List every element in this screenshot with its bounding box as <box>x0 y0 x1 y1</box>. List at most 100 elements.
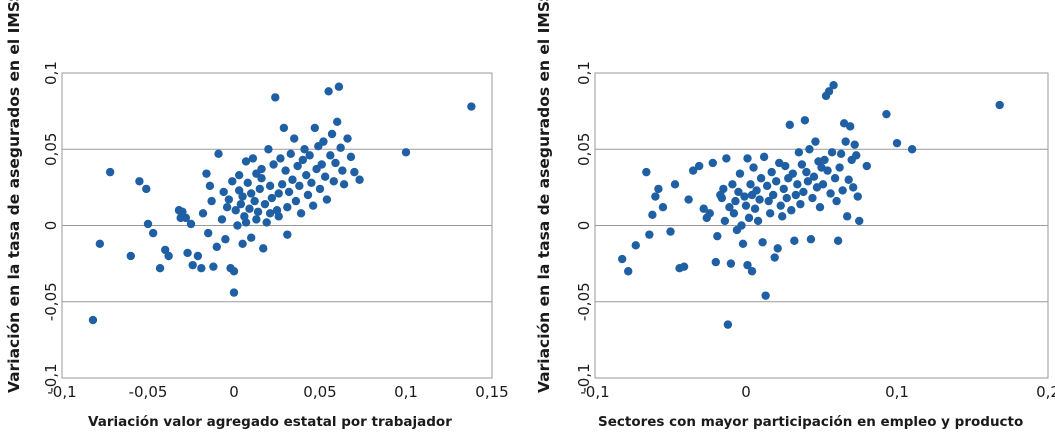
data-point-left <box>204 228 213 238</box>
data-point-right <box>835 163 844 172</box>
data-point-left <box>324 87 333 96</box>
data-point-left <box>238 192 247 201</box>
data-point-left <box>234 186 244 195</box>
data-point-right <box>791 190 801 200</box>
data-point-right <box>762 181 772 191</box>
data-point-right <box>679 262 689 271</box>
data-point-right <box>654 184 663 194</box>
data-point-left <box>164 251 173 261</box>
data-point-right <box>708 158 717 168</box>
scatter-plot-right: -0,1 -0,05 0 0,05 0,1 -0,1 0 0,1 0,2 <box>575 61 1055 401</box>
data-point-right <box>725 203 734 212</box>
data-point-left <box>205 181 215 191</box>
data-point-left <box>290 134 299 143</box>
data-point-left <box>326 151 335 160</box>
x-tick-label-left: -0,1 <box>47 383 76 401</box>
data-point-left <box>148 228 158 238</box>
data-point-right <box>785 120 794 130</box>
data-point-right <box>720 216 730 226</box>
data-point-left <box>322 195 332 204</box>
data-point-right <box>617 254 627 264</box>
x-tick-label-left: -0,05 <box>129 383 168 401</box>
data-point-left <box>283 203 292 212</box>
data-point-left <box>319 137 328 146</box>
data-point-left <box>339 180 349 189</box>
data-point-right <box>631 241 640 250</box>
data-point-right <box>805 145 814 154</box>
data-point-right <box>746 180 755 189</box>
y-axis-label-left: Variación en la tasa de asegurados en el… <box>5 0 23 393</box>
data-point-right <box>737 221 746 230</box>
x-tick-label-right: -0,1 <box>580 383 609 401</box>
data-point-right <box>624 267 633 276</box>
data-point-right <box>651 192 660 201</box>
data-point-left <box>334 82 344 91</box>
data-point-left <box>305 151 314 160</box>
x-tick-label-right: 0,1 <box>885 383 909 401</box>
data-point-left <box>161 245 170 255</box>
data-point-left <box>274 189 283 198</box>
data-point-left <box>247 233 256 242</box>
data-point-left <box>267 193 277 203</box>
data-point-left <box>329 177 338 186</box>
data-point-right <box>820 155 829 165</box>
data-point-right <box>758 238 767 247</box>
data-point-left <box>295 181 304 191</box>
data-point-left <box>291 196 301 206</box>
data-point-right <box>844 175 853 184</box>
data-point-right <box>666 227 675 236</box>
data-point-left <box>236 199 246 209</box>
data-point-right <box>862 161 871 171</box>
data-point-right <box>995 100 1004 110</box>
data-point-right <box>815 203 825 212</box>
data-point-left <box>221 235 230 244</box>
data-point-right <box>829 81 838 90</box>
data-point-right <box>803 177 813 186</box>
y-tick-label-left: 0,1 <box>42 61 60 85</box>
x-tick-label-right: 0 <box>741 383 751 401</box>
data-point-right <box>779 184 788 194</box>
data-point-right <box>845 122 855 131</box>
data-point-left <box>198 209 208 218</box>
data-point-left <box>217 215 227 224</box>
data-point-right <box>729 209 739 218</box>
data-point-left <box>265 181 275 191</box>
data-point-right <box>882 109 891 119</box>
data-point-right <box>773 244 782 253</box>
data-point-right <box>787 206 796 215</box>
data-point-left <box>276 154 285 163</box>
data-point-left <box>142 184 151 194</box>
data-point-right <box>740 192 749 201</box>
data-point-left <box>264 145 273 154</box>
data-point-left <box>401 148 411 157</box>
data-point-left <box>298 155 307 165</box>
data-point-right <box>743 260 752 270</box>
data-point-left <box>155 264 165 273</box>
data-point-right <box>842 212 852 221</box>
data-point-right <box>744 213 754 223</box>
data-point-left <box>209 262 218 271</box>
data-point-left <box>327 129 337 139</box>
x-axis-label-right: Sectores con mayor participación en empl… <box>598 414 1024 430</box>
data-point-left <box>228 177 237 186</box>
data-point-right <box>788 169 798 178</box>
data-point-left <box>238 239 247 248</box>
data-point-left <box>317 160 326 169</box>
data-point-right <box>670 180 680 189</box>
data-point-right <box>755 195 764 204</box>
data-point-right <box>753 216 763 226</box>
data-point-left <box>293 161 302 171</box>
y-tick-label-left: -0,1 <box>42 363 60 392</box>
data-point-right <box>797 160 807 169</box>
data-point-left <box>281 166 290 175</box>
data-point-left <box>183 248 192 258</box>
data-point-right <box>802 167 811 177</box>
data-point-left <box>343 134 352 143</box>
data-point-right <box>808 193 817 203</box>
y-tick-label-right: 0 <box>575 221 593 231</box>
data-point-left <box>467 102 476 111</box>
data-point-right <box>767 167 776 177</box>
data-point-right <box>849 183 858 192</box>
data-point-left <box>214 149 223 159</box>
data-point-right <box>726 259 736 268</box>
